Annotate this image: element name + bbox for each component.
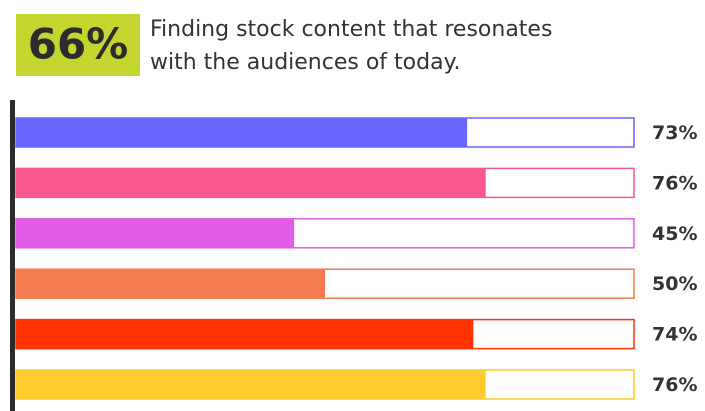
headline: 66% [28,20,129,69]
bar [16,269,325,299]
headline-badge [16,14,140,76]
bar [16,370,486,399]
bar [16,118,468,147]
value-label: 76% [652,374,697,396]
value-label: 45% [652,223,697,245]
bar [16,218,295,248]
value-label: 76% [652,172,697,194]
bar [16,319,474,349]
bar [16,168,486,198]
axis-line [10,100,15,411]
subtitle-line: with the audiences of today. [150,50,460,75]
value-label: 74% [652,324,697,346]
value-label: 50% [652,273,697,295]
value-label: 73% [652,122,697,144]
subtitle-line: Finding stock content that resonates [150,17,552,42]
